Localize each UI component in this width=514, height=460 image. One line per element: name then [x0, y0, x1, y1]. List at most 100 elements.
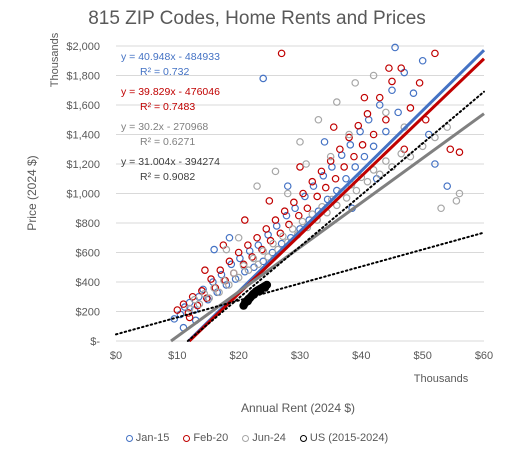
data-point — [265, 197, 274, 205]
data-point — [249, 254, 258, 263]
data-point — [326, 152, 335, 161]
trend-line — [188, 57, 486, 343]
y-tick-label: $200 — [76, 307, 100, 319]
legend-label: Jan-15 — [135, 432, 170, 444]
data-point — [296, 163, 304, 171]
legend-label: Jun-24 — [252, 432, 286, 444]
scatter-plot: $- $200 $400 $600 $800 $1,000 $1,200 $1,400 $1,6… — [25, 32, 493, 415]
gridlines — [116, 45, 484, 342]
data-point — [210, 245, 218, 254]
y-axis-title: Price (2024 $) — [25, 155, 39, 230]
data-point — [254, 241, 263, 249]
r-squared: R² = 0.6271 — [140, 136, 195, 148]
y-tick-label: $600 — [76, 248, 100, 260]
data-point — [229, 269, 238, 277]
data-point — [283, 182, 292, 190]
x-tick-label: $60 — [475, 350, 493, 362]
data-point — [342, 174, 350, 183]
y-tick-label: $1,800 — [66, 71, 100, 83]
data-point — [369, 71, 378, 80]
data-point — [308, 177, 317, 186]
data-point — [314, 115, 323, 124]
data-point — [193, 301, 202, 310]
data-point — [406, 152, 415, 161]
chart-title: 815 ZIP Codes, Home Rents and Prices — [88, 8, 426, 29]
data-point — [220, 276, 228, 285]
data-point — [244, 241, 252, 249]
x-axis-ticks: $0 $10 $20 $30 $40 $50 $60 — [110, 350, 493, 362]
r-squared: R² = 0.9082 — [140, 171, 195, 183]
data-point — [260, 283, 270, 292]
data-point — [455, 148, 464, 157]
data-point — [259, 247, 268, 255]
data-point — [253, 233, 261, 242]
data-point — [345, 130, 353, 139]
data-point — [382, 108, 390, 117]
data-point — [375, 93, 384, 102]
data-point — [299, 189, 307, 198]
data-point — [369, 166, 378, 174]
data-point — [326, 157, 335, 165]
data-point — [431, 160, 439, 168]
x-tick-label: $0 — [110, 350, 122, 362]
data-point — [258, 245, 266, 254]
data-point — [269, 239, 277, 248]
data-point — [369, 130, 378, 139]
data-point — [248, 253, 256, 261]
data-point — [431, 49, 439, 58]
data-point — [262, 225, 271, 233]
y-tick-label: $1,200 — [66, 159, 100, 171]
data-point — [406, 104, 415, 112]
data-point — [298, 217, 307, 226]
data-point — [283, 189, 292, 198]
data-point — [363, 110, 372, 118]
data-point — [225, 281, 233, 289]
data-point — [234, 248, 243, 257]
data-point — [210, 284, 218, 292]
y-tick-label: $400 — [76, 277, 100, 289]
legend-item: US (2015-2024) — [299, 432, 388, 444]
data-point — [288, 225, 297, 233]
data-point — [388, 86, 396, 95]
legend-marker-icon — [125, 434, 133, 442]
data-point — [173, 306, 182, 314]
data-point — [351, 163, 360, 171]
x-tick-label: $30 — [291, 350, 309, 362]
y-tick-label: $800 — [76, 218, 100, 230]
data-point — [234, 233, 243, 242]
reference-line — [115, 231, 485, 336]
data-point — [443, 123, 452, 131]
data-point — [351, 79, 360, 87]
data-point — [239, 261, 248, 270]
data-point — [382, 127, 390, 136]
y-tick-label: $1,600 — [66, 100, 100, 112]
data-point — [329, 123, 338, 131]
data-point — [336, 145, 344, 154]
data-point — [264, 253, 272, 261]
data-point — [225, 233, 234, 242]
legend-marker-icon — [299, 434, 307, 442]
data-point — [452, 197, 461, 205]
data-point — [352, 186, 361, 195]
data-point — [443, 182, 452, 190]
y-axis-ticks: $- $200 $400 $600 $800 $1,000 $1,200 $1,400 $1,6… — [66, 41, 100, 348]
legend-item: Jan-15 — [125, 432, 170, 444]
data-point — [280, 207, 289, 216]
data-point — [345, 133, 353, 142]
data-point — [290, 198, 298, 207]
data-point — [309, 182, 318, 190]
data-point — [241, 216, 249, 224]
y-tick-label: $- — [90, 336, 100, 348]
data-point — [285, 220, 293, 229]
x-tick-label: $50 — [413, 350, 431, 362]
data-point — [302, 160, 310, 168]
data-point — [455, 189, 464, 198]
data-point — [296, 138, 304, 146]
data-point — [375, 101, 384, 109]
data-point — [446, 145, 455, 154]
data-point — [282, 211, 291, 220]
data-point — [397, 149, 406, 158]
reference-line — [186, 90, 485, 342]
data-point — [350, 152, 358, 161]
data-point — [409, 89, 418, 98]
